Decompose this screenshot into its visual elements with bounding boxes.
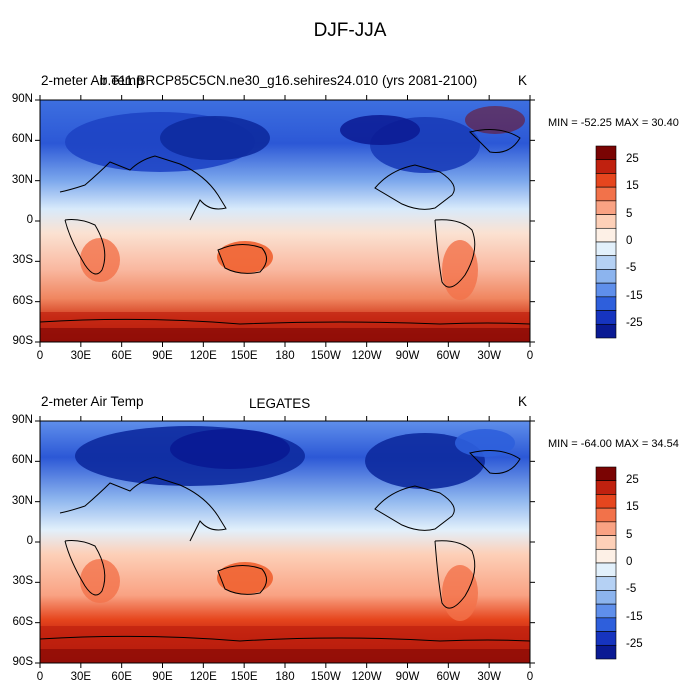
panel1-unit-label: K	[518, 73, 528, 88]
lon-tick-label: 60W	[436, 671, 461, 683]
lon-tick-label: 90W	[395, 671, 420, 683]
colorbar-swatch	[595, 200, 617, 215]
lat-tick-label: 0	[26, 214, 33, 226]
colorbar-label: -25	[626, 638, 643, 651]
lon-tick-label: 0	[36, 350, 44, 362]
panel2-case-label: LEGATES	[249, 396, 311, 411]
colorbar-swatch	[595, 323, 617, 339]
panel1-case-label: b.e11.BRCP85C5CN.ne30_g16.sehires24.010 …	[100, 73, 478, 88]
lon-tick-label: 30W	[477, 350, 501, 362]
colorbar-swatch	[595, 282, 617, 298]
lon-tick-label: 120E	[189, 671, 217, 683]
colorbar-swatch	[595, 227, 617, 243]
lon-tick-label: 0	[36, 671, 44, 683]
colorbar-label: 5	[626, 207, 633, 220]
colorbar-swatch	[595, 466, 617, 482]
colorbar-swatch	[595, 603, 617, 619]
colorbar-swatch	[595, 145, 617, 161]
lat-tick-label: 60N	[11, 133, 33, 146]
lon-tick-label: 120W	[351, 350, 382, 362]
colorbar-swatch	[595, 590, 617, 605]
lon-tick-label: 120W	[351, 671, 382, 683]
colorbar-swatch	[595, 535, 617, 550]
colorbar-swatch	[595, 296, 617, 311]
colorbar-swatch	[595, 241, 617, 257]
lon-tick-label: 150E	[230, 671, 258, 683]
colorbar-swatch	[595, 507, 617, 523]
lon-tick-label: 180	[275, 350, 295, 362]
axis-ticks	[35, 95, 535, 668]
colorbar-swatch	[595, 159, 617, 174]
panel1-variable-label: 2-meter Air Temp	[41, 73, 144, 88]
colorbar-label: 5	[626, 528, 633, 541]
lon-tick-label: 0	[526, 671, 534, 683]
colorbar-label: -5	[626, 583, 637, 596]
lon-tick-label: 90E	[152, 671, 173, 683]
lon-tick-label: 30E	[70, 671, 92, 683]
lon-tick-label: 0	[526, 350, 534, 362]
colorbar-label: -15	[626, 610, 643, 623]
panel2-minmax: MIN = -64.00 MAX = 34.54	[548, 438, 679, 450]
colorbar-swatch	[595, 617, 617, 632]
colorbar-swatch	[595, 548, 617, 564]
colorbar-swatch	[595, 494, 617, 509]
lon-tick-label: 90W	[395, 350, 420, 362]
colorbar-swatch	[595, 186, 617, 202]
lat-tick-label: 90N	[11, 414, 33, 426]
lat-tick-label: 30S	[12, 254, 33, 267]
colorbar-swatch	[595, 173, 617, 188]
colorbar-label: -15	[626, 289, 643, 302]
lon-tick-label: 150W	[310, 671, 341, 683]
colorbar-swatch	[595, 310, 617, 325]
lat-tick-label: 0	[26, 535, 33, 547]
colorbar-swatch	[595, 644, 617, 660]
figure-title: DJF-JJA	[313, 20, 387, 41]
lon-tick-label: 90E	[152, 350, 173, 362]
lat-tick-label: 90N	[11, 93, 33, 105]
colorbar-swatch	[595, 562, 617, 578]
lat-tick-label: 60N	[11, 454, 33, 467]
panel1-minmax: MIN = -52.25 MAX = 30.40	[548, 117, 679, 129]
panel1-map	[39, 99, 531, 343]
lon-tick-label: 120E	[189, 350, 217, 362]
colorbar-swatch	[595, 255, 617, 270]
colorbar-label: 25	[626, 152, 639, 165]
lat-tick-label: 30N	[11, 494, 33, 507]
lat-tick-label: 30S	[12, 575, 33, 588]
lat-tick-label: 30N	[11, 173, 33, 186]
lat-tick-label: 60S	[12, 294, 33, 307]
lon-tick-label: 150E	[230, 350, 258, 362]
lat-tick-label: 60S	[12, 615, 33, 628]
panel2-map	[39, 420, 531, 664]
colorbar-label: 15	[626, 501, 639, 514]
colorbar-label: -5	[626, 262, 637, 275]
colorbar-swatch	[595, 576, 617, 591]
panel2-variable-label: 2-meter Air Temp	[41, 394, 144, 409]
lon-tick-label: 60E	[111, 671, 132, 683]
colorbar-swatch	[595, 480, 617, 495]
colorbar-swatch	[595, 214, 617, 229]
colorbar-label: 25	[626, 473, 639, 486]
colorbar-swatch	[595, 521, 617, 536]
lon-tick-label: 30W	[477, 671, 501, 683]
lon-tick-label: 180	[275, 671, 295, 683]
lon-tick-label: 150W	[310, 350, 341, 362]
lat-tick-label: 90S	[12, 656, 33, 668]
panel2-unit-label: K	[518, 394, 528, 409]
lat-tick-label: 90S	[12, 335, 33, 347]
colorbar-label: 15	[626, 180, 639, 193]
colorbar-swatch	[595, 269, 617, 284]
colorbar-label: 0	[626, 556, 633, 568]
colorbar-label: 0	[626, 235, 633, 247]
colorbars	[595, 145, 617, 660]
lon-tick-label: 30E	[70, 350, 92, 362]
colorbar-label: -25	[626, 317, 643, 330]
lon-tick-label: 60W	[436, 350, 461, 362]
lon-tick-label: 60E	[111, 350, 132, 362]
colorbar-swatch	[595, 631, 617, 646]
